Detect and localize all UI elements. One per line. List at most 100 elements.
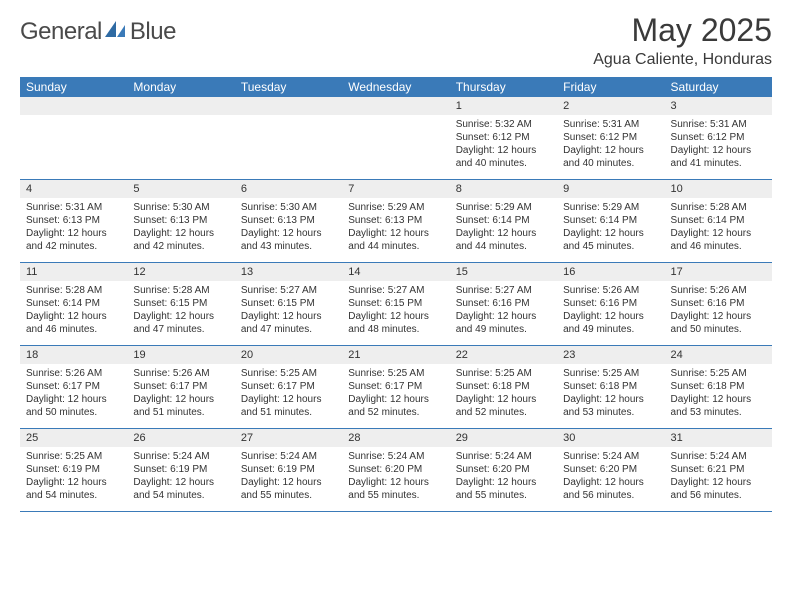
calendar-cell: 29Sunrise: 5:24 AMSunset: 6:20 PMDayligh…	[450, 429, 557, 512]
logo-text-blue: Blue	[130, 18, 176, 46]
logo-sail-icon	[105, 21, 127, 44]
calendar-cell: 20Sunrise: 5:25 AMSunset: 6:17 PMDayligh…	[235, 346, 342, 429]
day-number: 7	[342, 180, 449, 198]
day-number: 21	[342, 346, 449, 364]
weekday-header: Monday	[127, 77, 234, 97]
day-number: 24	[665, 346, 772, 364]
day-number	[127, 97, 234, 115]
calendar-cell: 22Sunrise: 5:25 AMSunset: 6:18 PMDayligh…	[450, 346, 557, 429]
calendar-table: SundayMondayTuesdayWednesdayThursdayFrid…	[20, 77, 772, 512]
day-data: Sunrise: 5:24 AMSunset: 6:20 PMDaylight:…	[557, 447, 664, 511]
day-number: 17	[665, 263, 772, 281]
day-data: Sunrise: 5:31 AMSunset: 6:12 PMDaylight:…	[665, 115, 772, 179]
calendar-cell: 23Sunrise: 5:25 AMSunset: 6:18 PMDayligh…	[557, 346, 664, 429]
day-number: 31	[665, 429, 772, 447]
day-data: Sunrise: 5:26 AMSunset: 6:16 PMDaylight:…	[665, 281, 772, 345]
day-number: 6	[235, 180, 342, 198]
calendar-cell: 19Sunrise: 5:26 AMSunset: 6:17 PMDayligh…	[127, 346, 234, 429]
day-data: Sunrise: 5:30 AMSunset: 6:13 PMDaylight:…	[235, 198, 342, 262]
calendar-cell: 6Sunrise: 5:30 AMSunset: 6:13 PMDaylight…	[235, 180, 342, 263]
calendar-cell: 27Sunrise: 5:24 AMSunset: 6:19 PMDayligh…	[235, 429, 342, 512]
day-data: Sunrise: 5:24 AMSunset: 6:19 PMDaylight:…	[127, 447, 234, 511]
day-data: Sunrise: 5:24 AMSunset: 6:20 PMDaylight:…	[342, 447, 449, 511]
day-number: 18	[20, 346, 127, 364]
day-number: 25	[20, 429, 127, 447]
day-data: Sunrise: 5:31 AMSunset: 6:13 PMDaylight:…	[20, 198, 127, 262]
day-number: 2	[557, 97, 664, 115]
calendar-cell: 5Sunrise: 5:30 AMSunset: 6:13 PMDaylight…	[127, 180, 234, 263]
calendar-cell	[127, 97, 234, 180]
day-data: Sunrise: 5:24 AMSunset: 6:20 PMDaylight:…	[450, 447, 557, 511]
day-data: Sunrise: 5:31 AMSunset: 6:12 PMDaylight:…	[557, 115, 664, 179]
calendar-cell: 3Sunrise: 5:31 AMSunset: 6:12 PMDaylight…	[665, 97, 772, 180]
header: General Blue May 2025 Agua Caliente, Hon…	[20, 12, 772, 69]
day-data: Sunrise: 5:25 AMSunset: 6:17 PMDaylight:…	[342, 364, 449, 428]
calendar-cell: 28Sunrise: 5:24 AMSunset: 6:20 PMDayligh…	[342, 429, 449, 512]
day-number: 15	[450, 263, 557, 281]
day-data: Sunrise: 5:29 AMSunset: 6:14 PMDaylight:…	[450, 198, 557, 262]
day-number: 3	[665, 97, 772, 115]
day-data: Sunrise: 5:29 AMSunset: 6:14 PMDaylight:…	[557, 198, 664, 262]
day-number: 28	[342, 429, 449, 447]
day-data	[342, 115, 449, 179]
day-data: Sunrise: 5:32 AMSunset: 6:12 PMDaylight:…	[450, 115, 557, 179]
day-number	[20, 97, 127, 115]
calendar-cell: 15Sunrise: 5:27 AMSunset: 6:16 PMDayligh…	[450, 263, 557, 346]
calendar-cell: 2Sunrise: 5:31 AMSunset: 6:12 PMDaylight…	[557, 97, 664, 180]
weekday-header: Thursday	[450, 77, 557, 97]
day-number: 12	[127, 263, 234, 281]
day-data: Sunrise: 5:26 AMSunset: 6:17 PMDaylight:…	[20, 364, 127, 428]
calendar-cell: 13Sunrise: 5:27 AMSunset: 6:15 PMDayligh…	[235, 263, 342, 346]
logo: General Blue	[20, 12, 176, 46]
calendar-cell: 1Sunrise: 5:32 AMSunset: 6:12 PMDaylight…	[450, 97, 557, 180]
calendar-cell: 4Sunrise: 5:31 AMSunset: 6:13 PMDaylight…	[20, 180, 127, 263]
day-number	[342, 97, 449, 115]
day-number: 27	[235, 429, 342, 447]
calendar-cell: 26Sunrise: 5:24 AMSunset: 6:19 PMDayligh…	[127, 429, 234, 512]
day-data	[20, 115, 127, 179]
day-number: 20	[235, 346, 342, 364]
day-number: 5	[127, 180, 234, 198]
calendar-cell	[235, 97, 342, 180]
day-number: 14	[342, 263, 449, 281]
calendar-cell: 21Sunrise: 5:25 AMSunset: 6:17 PMDayligh…	[342, 346, 449, 429]
calendar-head: SundayMondayTuesdayWednesdayThursdayFrid…	[20, 77, 772, 97]
day-number: 16	[557, 263, 664, 281]
calendar-cell: 16Sunrise: 5:26 AMSunset: 6:16 PMDayligh…	[557, 263, 664, 346]
calendar-cell: 9Sunrise: 5:29 AMSunset: 6:14 PMDaylight…	[557, 180, 664, 263]
day-number: 22	[450, 346, 557, 364]
weekday-header: Sunday	[20, 77, 127, 97]
day-number: 8	[450, 180, 557, 198]
day-number: 11	[20, 263, 127, 281]
day-data	[127, 115, 234, 179]
weekday-header: Wednesday	[342, 77, 449, 97]
calendar-cell: 18Sunrise: 5:26 AMSunset: 6:17 PMDayligh…	[20, 346, 127, 429]
day-number	[235, 97, 342, 115]
day-number: 26	[127, 429, 234, 447]
day-data	[235, 115, 342, 179]
day-data: Sunrise: 5:27 AMSunset: 6:16 PMDaylight:…	[450, 281, 557, 345]
weekday-header: Tuesday	[235, 77, 342, 97]
day-data: Sunrise: 5:27 AMSunset: 6:15 PMDaylight:…	[235, 281, 342, 345]
calendar-body: 1Sunrise: 5:32 AMSunset: 6:12 PMDaylight…	[20, 97, 772, 512]
calendar-cell: 17Sunrise: 5:26 AMSunset: 6:16 PMDayligh…	[665, 263, 772, 346]
calendar-cell: 8Sunrise: 5:29 AMSunset: 6:14 PMDaylight…	[450, 180, 557, 263]
day-data: Sunrise: 5:26 AMSunset: 6:17 PMDaylight:…	[127, 364, 234, 428]
calendar-cell: 31Sunrise: 5:24 AMSunset: 6:21 PMDayligh…	[665, 429, 772, 512]
day-number: 23	[557, 346, 664, 364]
day-data: Sunrise: 5:28 AMSunset: 6:15 PMDaylight:…	[127, 281, 234, 345]
day-number: 4	[20, 180, 127, 198]
day-number: 10	[665, 180, 772, 198]
day-data: Sunrise: 5:25 AMSunset: 6:18 PMDaylight:…	[450, 364, 557, 428]
day-data: Sunrise: 5:26 AMSunset: 6:16 PMDaylight:…	[557, 281, 664, 345]
day-data: Sunrise: 5:25 AMSunset: 6:18 PMDaylight:…	[557, 364, 664, 428]
day-number: 13	[235, 263, 342, 281]
calendar-cell: 24Sunrise: 5:25 AMSunset: 6:18 PMDayligh…	[665, 346, 772, 429]
calendar-page: General Blue May 2025 Agua Caliente, Hon…	[0, 0, 792, 524]
day-number: 29	[450, 429, 557, 447]
calendar-cell: 11Sunrise: 5:28 AMSunset: 6:14 PMDayligh…	[20, 263, 127, 346]
day-number: 9	[557, 180, 664, 198]
calendar-cell	[342, 97, 449, 180]
weekday-header: Saturday	[665, 77, 772, 97]
day-data: Sunrise: 5:25 AMSunset: 6:17 PMDaylight:…	[235, 364, 342, 428]
